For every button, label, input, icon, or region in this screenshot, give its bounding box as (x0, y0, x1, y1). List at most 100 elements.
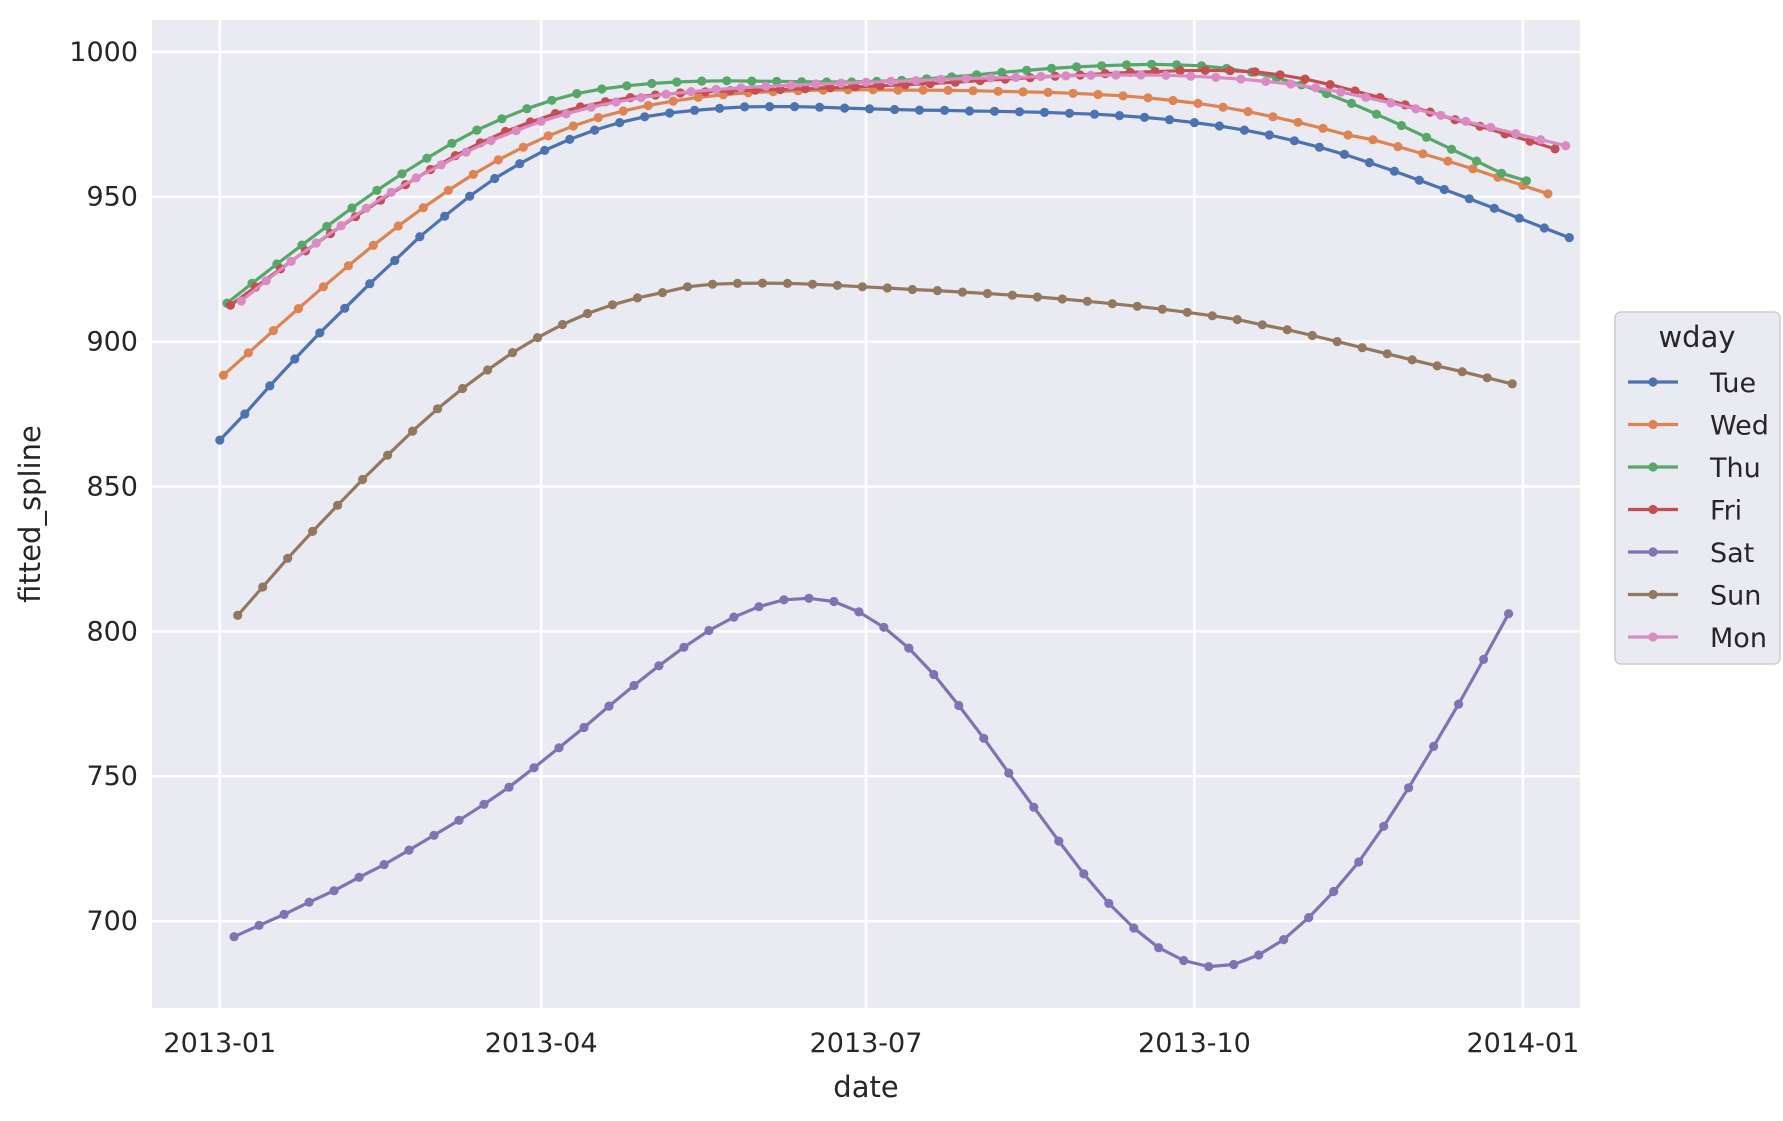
data-point (386, 187, 396, 197)
data-point (383, 450, 393, 460)
data-point (1257, 320, 1267, 330)
data-point (693, 92, 703, 102)
data-point (1061, 71, 1071, 81)
data-point (1057, 294, 1067, 304)
data-point (504, 782, 514, 792)
data-point (957, 287, 968, 297)
data-point (1421, 132, 1432, 142)
data-point (533, 333, 543, 343)
data-point (811, 79, 821, 89)
legend: wday Tue Wed Thu Fri Sat Sun Mon (1614, 311, 1781, 665)
data-point (629, 680, 639, 691)
data-point (557, 319, 568, 330)
data-point (582, 308, 593, 319)
data-point (415, 232, 425, 242)
data-point (1250, 67, 1260, 77)
data-point (918, 85, 928, 95)
data-point (1218, 102, 1228, 112)
data-point (311, 238, 321, 248)
data-point (465, 191, 475, 201)
data-point (1439, 184, 1449, 195)
data-point (1147, 59, 1157, 69)
data-point (1550, 144, 1560, 154)
legend-label: Mon (1710, 623, 1767, 654)
data-point (593, 113, 603, 123)
data-point (936, 74, 946, 84)
data-point (1482, 373, 1492, 383)
data-point (825, 83, 835, 93)
data-point (254, 920, 264, 931)
data-point (1325, 80, 1335, 90)
series-line (233, 596, 1511, 969)
data-point (422, 153, 432, 163)
data-point (697, 76, 707, 86)
data-point (1346, 98, 1357, 108)
data-point (1007, 290, 1018, 300)
x-tick-label: 2013-04 (485, 1028, 598, 1059)
data-point (939, 105, 950, 115)
data-point (643, 100, 653, 111)
gridlines (152, 20, 1580, 1008)
data-point (586, 102, 596, 112)
data-point (654, 661, 664, 671)
data-point (1129, 923, 1139, 933)
data-point (1064, 108, 1075, 118)
data-point (483, 365, 493, 375)
data-point (1079, 869, 1089, 879)
data-point (1282, 325, 1292, 335)
data-point (800, 84, 810, 94)
x-tick-label: 2013-07 (810, 1028, 923, 1059)
legend-item-wed: Wed (1628, 411, 1769, 442)
data-point (1429, 741, 1439, 752)
data-point (1254, 950, 1264, 960)
data-point (347, 203, 357, 213)
data-point (1179, 955, 1189, 966)
x-tick-label: 2013-10 (1138, 1028, 1251, 1059)
data-point (964, 106, 975, 116)
data-point (1279, 935, 1289, 945)
data-point (954, 700, 964, 711)
data-point (1111, 70, 1121, 80)
data-point (1161, 70, 1171, 80)
data-point (893, 85, 903, 95)
data-point (1004, 768, 1014, 778)
legend-item-sat: Sat (1628, 538, 1754, 569)
data-point (225, 300, 236, 310)
data-point (1393, 142, 1403, 152)
data-point (1521, 176, 1532, 186)
legend-item-mon: Mon (1628, 623, 1767, 654)
legend-swatch-marker (1648, 462, 1658, 472)
data-point (679, 642, 689, 652)
data-point (1229, 959, 1239, 970)
y-axis-label: fitted_spline (13, 425, 47, 603)
data-point (715, 103, 725, 113)
data-point (1054, 836, 1064, 846)
data-point (757, 278, 768, 288)
data-point (218, 370, 228, 380)
data-point (1371, 109, 1382, 119)
data-point (857, 282, 868, 292)
data-point (1225, 66, 1235, 76)
y-tick-labels: 700 750 800 850 900 950 1000 (69, 37, 138, 937)
data-point (1293, 117, 1303, 127)
data-point (736, 83, 746, 93)
data-point (390, 255, 400, 266)
data-point (1457, 367, 1467, 377)
legend-items: Tue Wed Thu Fri Sat Sun Mon (1628, 368, 1769, 654)
data-point (290, 354, 300, 364)
data-point (472, 125, 482, 135)
data-point (1097, 61, 1107, 71)
legend-label: Sat (1710, 538, 1754, 569)
data-point (1389, 166, 1399, 176)
legend-swatch-marker (1648, 419, 1658, 430)
legend-label: Fri (1710, 496, 1742, 527)
data-point (418, 203, 428, 213)
data-point (1318, 123, 1328, 133)
data-point (1143, 93, 1153, 103)
y-tick-label: 900 (86, 327, 138, 358)
y-tick-label: 800 (86, 616, 138, 647)
data-point (279, 909, 289, 920)
data-point (1289, 136, 1299, 146)
data-point (1411, 104, 1421, 114)
data-point (1511, 129, 1521, 139)
